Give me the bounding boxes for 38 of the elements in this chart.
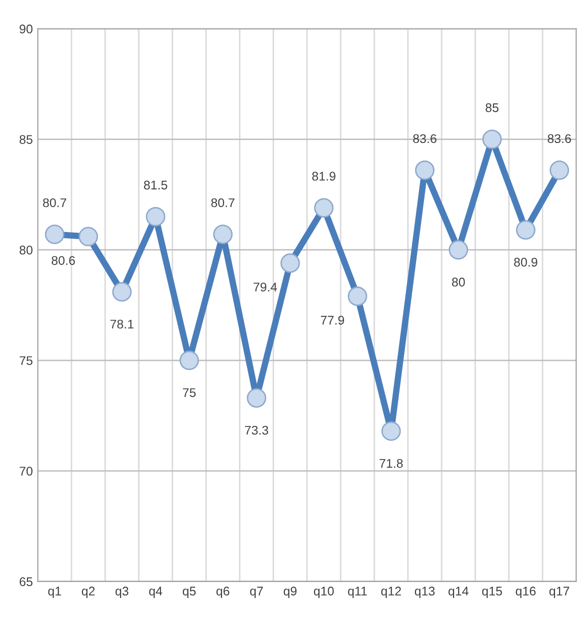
x-tick-label: q3 xyxy=(116,586,128,598)
x-tick-label: q12 xyxy=(381,586,401,598)
x-tick-label: q9 xyxy=(284,586,297,598)
x-tick-label: q7 xyxy=(250,586,263,598)
data-label: 80.7 xyxy=(211,198,234,208)
x-tick-label: q4 xyxy=(149,586,162,598)
data-label: 71.8 xyxy=(380,458,403,468)
y-tick-label: 90 xyxy=(20,24,32,34)
data-label: 78.1 xyxy=(110,320,134,329)
x-tick-label: q11 xyxy=(348,586,367,598)
y-tick-label: 75 xyxy=(20,356,32,366)
x-tick-label: q10 xyxy=(314,586,334,598)
data-label: 80.9 xyxy=(514,258,538,267)
x-tick-label: q16 xyxy=(516,586,536,598)
data-label: 75 xyxy=(182,388,196,398)
y-tick-label: 65 xyxy=(20,577,32,586)
x-tick-label: q15 xyxy=(482,586,502,598)
x-tick-label: q13 xyxy=(414,586,435,598)
data-label: 81.9 xyxy=(312,172,336,181)
data-label: 81.5 xyxy=(144,180,168,190)
data-label: 80 xyxy=(452,278,465,287)
data-label: 85 xyxy=(486,103,498,112)
y-tick-label: 80 xyxy=(20,246,32,254)
x-tick-label: q6 xyxy=(216,586,230,598)
data-label: 83.6 xyxy=(413,134,436,144)
data-label: 73.3 xyxy=(245,426,268,435)
x-tick-label: q1 xyxy=(48,586,61,598)
x-tick-label: q17 xyxy=(549,586,570,598)
data-label: 80.7 xyxy=(43,198,66,208)
y-tick-label: 70 xyxy=(20,466,32,476)
data-label: 80.6 xyxy=(52,256,75,265)
y-tick-label: 85 xyxy=(20,135,32,144)
data-label: 79.4 xyxy=(254,282,277,292)
x-tick-label: q5 xyxy=(182,586,196,598)
data-label: 77.9 xyxy=(320,316,344,325)
x-tick-label: q14 xyxy=(448,586,468,598)
data-label: 83.6 xyxy=(548,134,571,144)
x-tick-label: q2 xyxy=(82,586,95,598)
